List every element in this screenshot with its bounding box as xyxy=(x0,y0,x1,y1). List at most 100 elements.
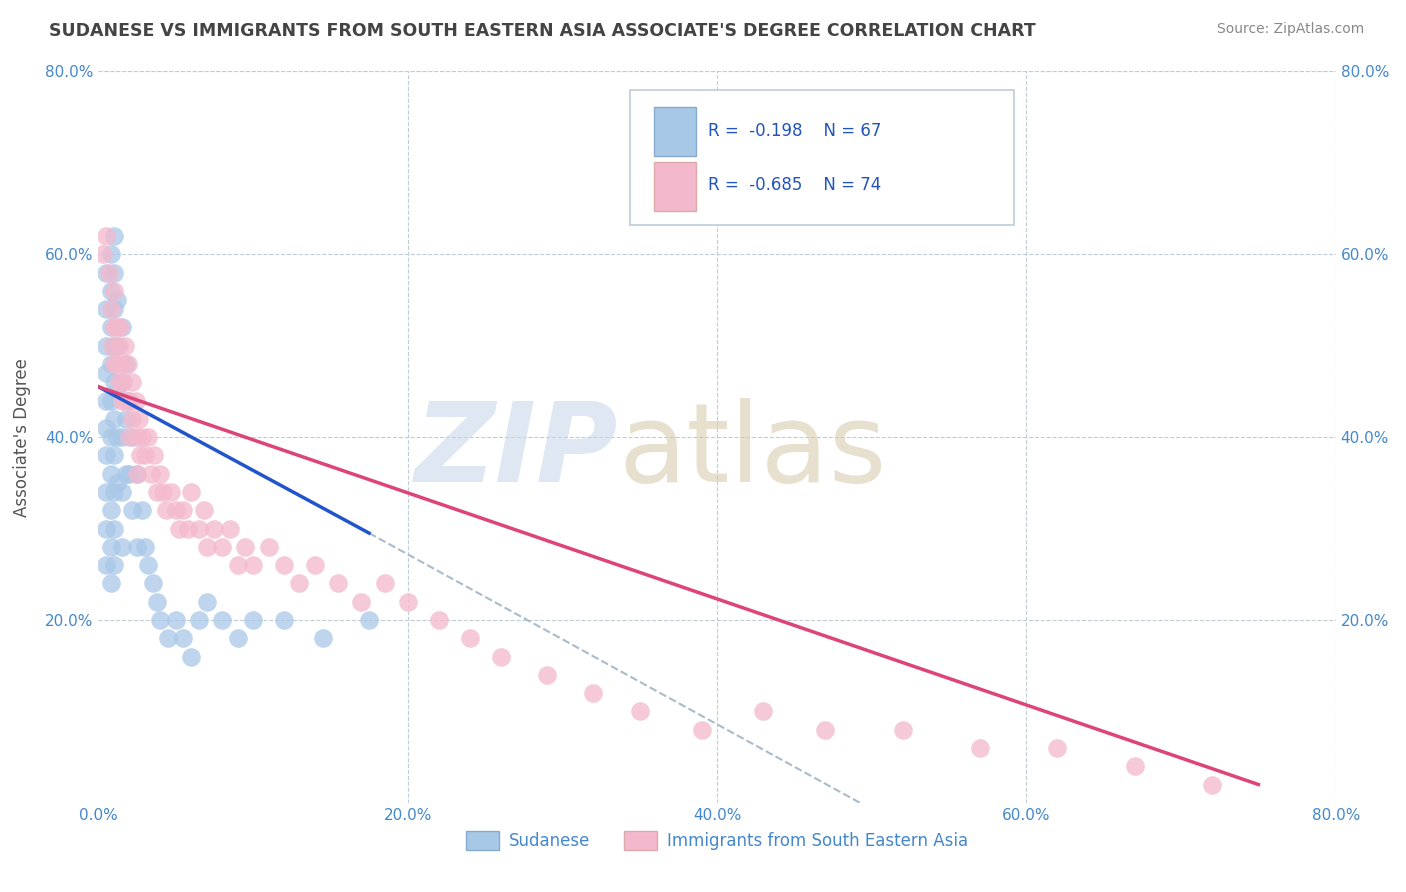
Point xyxy=(326,576,350,591)
Point xyxy=(211,540,233,554)
Point xyxy=(195,594,218,608)
Point xyxy=(103,320,125,334)
Point xyxy=(628,705,651,719)
Point xyxy=(107,375,129,389)
Point xyxy=(350,594,373,608)
Point xyxy=(103,558,125,573)
Point xyxy=(1046,740,1069,755)
Point xyxy=(118,430,141,444)
FancyBboxPatch shape xyxy=(654,107,696,156)
Point xyxy=(139,467,162,481)
FancyBboxPatch shape xyxy=(654,162,696,211)
Point xyxy=(96,266,118,280)
Point xyxy=(96,558,118,573)
Point xyxy=(141,576,165,591)
Point xyxy=(100,393,122,408)
Text: SUDANESE VS IMMIGRANTS FROM SOUTH EASTERN ASIA ASSOCIATE'S DEGREE CORRELATION CH: SUDANESE VS IMMIGRANTS FROM SOUTH EASTER… xyxy=(49,22,1036,40)
Point xyxy=(105,293,128,307)
Point xyxy=(111,375,132,389)
Point xyxy=(103,284,125,298)
Point xyxy=(111,540,132,554)
Point xyxy=(111,430,132,444)
FancyBboxPatch shape xyxy=(630,90,1014,225)
Point xyxy=(118,467,141,481)
Point xyxy=(91,247,114,261)
Point xyxy=(96,485,118,500)
Point xyxy=(180,485,202,500)
Point xyxy=(146,594,169,608)
Point xyxy=(127,467,149,481)
Point xyxy=(273,558,295,573)
Point xyxy=(143,448,166,462)
Point xyxy=(690,723,713,737)
Point xyxy=(103,412,125,426)
Point xyxy=(118,393,141,408)
Point xyxy=(103,229,125,244)
Point xyxy=(124,393,146,408)
Point xyxy=(489,649,512,664)
Point xyxy=(177,521,200,535)
Point xyxy=(752,705,775,719)
Point xyxy=(891,723,914,737)
Point xyxy=(211,613,233,627)
Point xyxy=(131,430,153,444)
Point xyxy=(112,375,135,389)
Point xyxy=(242,558,264,573)
Point xyxy=(103,448,125,462)
Point xyxy=(374,576,396,591)
Point xyxy=(312,632,335,646)
Point xyxy=(108,320,131,334)
Point xyxy=(111,357,132,371)
Point xyxy=(100,430,122,444)
Point xyxy=(121,430,143,444)
Point xyxy=(115,467,138,481)
Point xyxy=(100,503,122,517)
Point xyxy=(111,393,132,408)
Text: ZIP: ZIP xyxy=(415,398,619,505)
Point xyxy=(127,540,149,554)
Point xyxy=(105,338,128,352)
Point xyxy=(96,448,118,462)
Point xyxy=(100,357,122,371)
Point xyxy=(114,338,136,352)
Point xyxy=(157,632,180,646)
Point xyxy=(136,430,159,444)
Point xyxy=(160,485,183,500)
Point xyxy=(100,540,122,554)
Point xyxy=(96,366,118,380)
Point xyxy=(582,686,605,700)
Point xyxy=(814,723,837,737)
Point xyxy=(103,521,125,535)
Text: Source: ZipAtlas.com: Source: ZipAtlas.com xyxy=(1216,22,1364,37)
Point xyxy=(149,467,172,481)
Point xyxy=(233,540,257,554)
Point xyxy=(100,576,122,591)
Point xyxy=(427,613,450,627)
Point xyxy=(226,558,249,573)
Point xyxy=(458,632,481,646)
Point xyxy=(165,503,187,517)
Point xyxy=(128,412,150,426)
Point xyxy=(121,503,143,517)
Point xyxy=(131,503,153,517)
Point xyxy=(226,632,249,646)
Point xyxy=(117,357,139,371)
Point xyxy=(107,338,129,352)
Point xyxy=(172,503,194,517)
Point xyxy=(96,521,118,535)
Point xyxy=(100,284,122,298)
Point xyxy=(115,357,138,371)
Point xyxy=(127,467,149,481)
Point xyxy=(115,412,138,426)
Point xyxy=(105,357,128,371)
Text: R =  -0.198    N = 67: R = -0.198 N = 67 xyxy=(709,121,882,140)
Point xyxy=(100,467,122,481)
Point xyxy=(304,558,326,573)
Point xyxy=(165,613,187,627)
Text: R =  -0.685    N = 74: R = -0.685 N = 74 xyxy=(709,177,882,194)
Point xyxy=(180,649,202,664)
Point xyxy=(96,301,118,317)
Point xyxy=(105,384,128,399)
Point xyxy=(149,613,172,627)
Point xyxy=(111,320,132,334)
